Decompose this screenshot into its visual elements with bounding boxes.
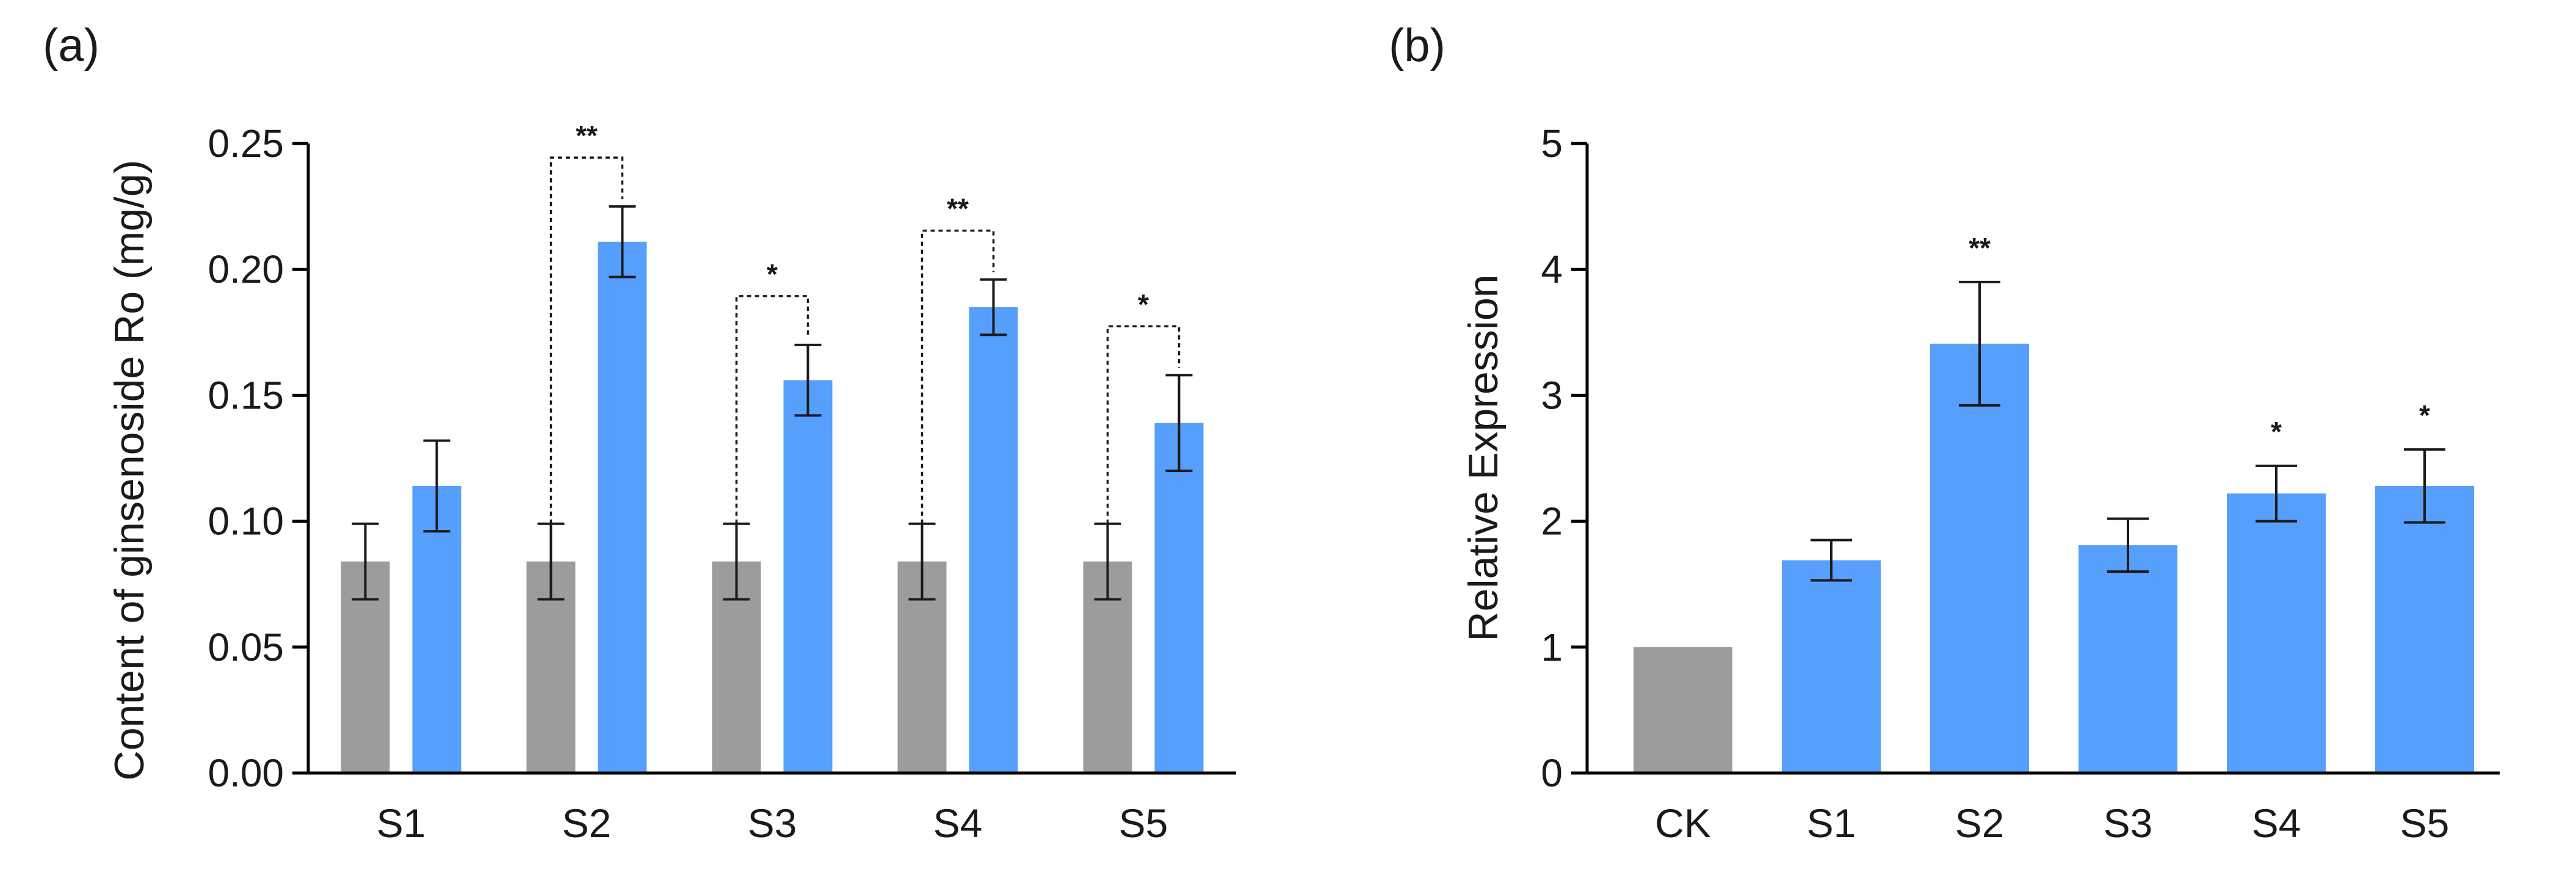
panel-b-marks: **** (1634, 232, 2474, 773)
panel-a-significance-bracket-S4 (921, 229, 995, 524)
panel-a-error-bar-S4-s2 (980, 278, 1007, 336)
panel-a-error-bar-S1-s1 (352, 522, 379, 601)
panel-a-error-bar-S5-s2 (1165, 374, 1193, 473)
panel-a-bar-S3-s2 (783, 380, 833, 773)
panel-a-y-tick-label-0: 0.00 (208, 751, 284, 795)
panel-a-label: (a) (43, 20, 99, 71)
panel-a-x-ticks: S1 S2 S3 S4 S5 (377, 801, 1168, 846)
panel-a-y-tick-label-3: 0.15 (208, 373, 284, 417)
panel-b-bar-CK (1634, 647, 1732, 773)
panel-a-error-bar-S2-s2 (609, 205, 636, 278)
panel-b-bar-S4 (2227, 493, 2326, 773)
panel-a-significance-bracket-S3 (735, 295, 809, 524)
panel-b-significance-S2: ** (1969, 232, 1991, 264)
panel-b-error-bar-S1 (1811, 539, 1852, 582)
panel-b-x-tick-label-S3: S3 (2104, 801, 2153, 846)
panel-b-y-tick-label-0: 0 (1541, 751, 1563, 795)
panel-b-x-tick-label-S2: S2 (1955, 801, 2005, 846)
panel-b-y-ticks: 0 1 2 3 4 5 (1541, 122, 1587, 795)
panel-b-y-tick-label-1: 1 (1541, 625, 1563, 669)
panel-a-bar-S2-s2 (598, 241, 647, 773)
panel-b-label: (b) (1389, 20, 1445, 71)
panel-a-bar-S5-s2 (1154, 423, 1204, 773)
panel-a-marks: ****** (341, 120, 1204, 773)
panel-b-y-tick-label-4: 4 (1541, 247, 1563, 291)
panel-b-bar-S5 (2375, 485, 2474, 773)
panel-b-x-tick-label-S5: S5 (2400, 801, 2450, 846)
panel-b-y-tick-label-3: 3 (1541, 373, 1563, 417)
panel-a-y-tick-label-1: 0.05 (208, 625, 284, 669)
panel-b-error-bar-S5 (2404, 448, 2445, 524)
panel-a-error-bar-S1-s2 (423, 439, 450, 533)
panel-a-significance-S3: * (767, 258, 778, 290)
panel-a-y-tick-label-5: 0.25 (208, 122, 284, 165)
panel-b-x-tick-label-S4: S4 (2252, 801, 2301, 846)
panel-a-x-tick-label-S1: S1 (377, 801, 426, 846)
panel-a-x-tick-label-S4: S4 (933, 801, 983, 846)
panel-a-bar-S4-s2 (969, 307, 1018, 773)
panel-b-y-axis-title: Relative Expression (1460, 275, 1507, 642)
panel-b-significance-S4: * (2271, 416, 2282, 448)
panel-b-x-tick-label-S1: S1 (1807, 801, 1856, 846)
panel-a-significance-S2: ** (576, 120, 598, 151)
panel-b-significance-S5: * (2419, 399, 2430, 431)
panel-b-error-bar-S3 (2107, 517, 2149, 573)
panel-a-significance-S4: ** (947, 193, 969, 225)
panel-b-error-bar-S4 (2256, 464, 2297, 523)
panel-b-bar-S3 (2079, 545, 2177, 773)
panel-a-y-tick-label-2: 0.10 (208, 499, 284, 543)
panel-a-error-bar-S3-s2 (794, 343, 822, 417)
panel-a-y-axis-title: Content of ginsenoside Ro (mg/g) (106, 160, 153, 781)
panel-b-bar-S1 (1782, 560, 1881, 773)
panel-a-significance-bracket-S2 (549, 156, 624, 524)
panel-b-error-bar-S2 (1959, 280, 2000, 407)
panel-a-y-tick-label-4: 0.20 (208, 247, 284, 291)
panel-a-bar-S1-s2 (412, 485, 461, 773)
panel-a-y-ticks: 0.00 0.05 0.10 0.15 0.20 0.25 (208, 122, 308, 795)
panel-b-y-tick-label-2: 2 (1541, 499, 1563, 543)
panel-a-significance-S5: * (1138, 288, 1149, 320)
panel-b-bar-S2 (1930, 343, 2029, 773)
panel-a-x-tick-label-S2: S2 (562, 801, 612, 846)
panel-a-x-tick-label-S3: S3 (748, 801, 797, 846)
panel-b-x-tick-label-CK: CK (1655, 801, 1711, 846)
panel-b-x-ticks: CK S1 S2 S3 S4 S5 (1655, 801, 2449, 846)
panel-b-y-tick-label-5: 5 (1541, 122, 1563, 165)
panel-a-x-tick-label-S5: S5 (1119, 801, 1168, 846)
panel-a-significance-bracket-S5 (1106, 325, 1181, 524)
panel-a-grouped-bar-chart: (a) Content of ginsenoside Ro (mg/g) ***… (43, 20, 1236, 846)
